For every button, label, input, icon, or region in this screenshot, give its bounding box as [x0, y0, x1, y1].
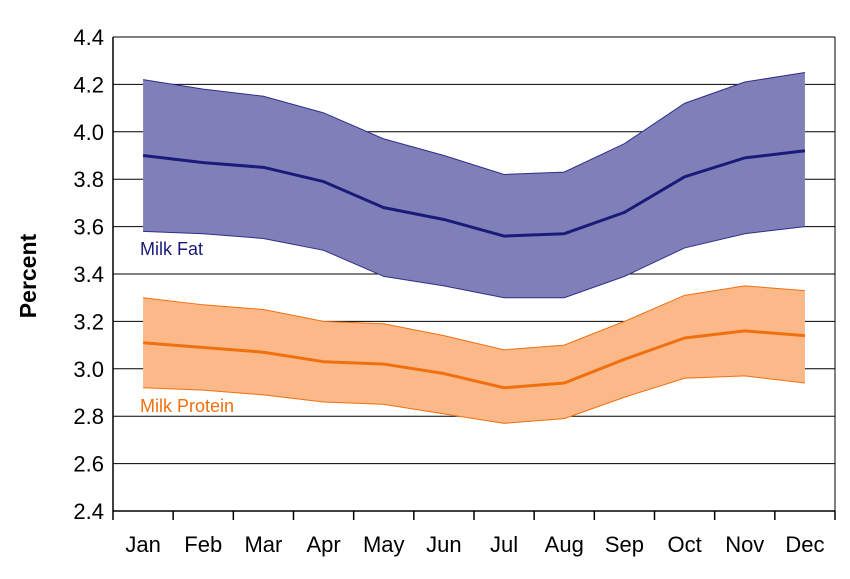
y-tick-3.0: 3.0 — [73, 357, 104, 382]
band-lower-edge-0 — [143, 226, 805, 299]
x-tick-labels: Jan Feb Mar Apr May Jun Jul Aug Sep Oct Nov Dec — [125, 532, 824, 557]
y-tick-3.6: 3.6 — [73, 215, 104, 240]
x-tick-Nov: Nov — [725, 532, 764, 557]
y-tick-3.2: 3.2 — [73, 309, 104, 334]
y-tick-labels: 2.4 2.6 2.8 3.0 3.2 3.4 3.6 3.8 4.0 4.2 4.4 — [73, 25, 104, 524]
x-tick-Oct: Oct — [667, 532, 701, 557]
milk-protein-series-label: Milk Protein — [140, 396, 234, 416]
band-upper-edge-0 — [143, 72, 805, 175]
mean-lines — [142, 149, 806, 390]
milk-fat-series-label: Milk Fat — [140, 239, 203, 259]
y-tick-3.8: 3.8 — [73, 167, 104, 192]
y-tick-4.0: 4.0 — [73, 120, 104, 145]
y-tick-2.8: 2.8 — [73, 404, 104, 429]
y-tick-3.4: 3.4 — [73, 262, 104, 287]
y-axis-title: Percent — [15, 233, 41, 318]
x-tick-Jul: Jul — [490, 532, 518, 557]
y-tick-2.4: 2.4 — [73, 499, 104, 524]
axes — [112, 37, 836, 520]
x-tick-Dec: Dec — [785, 532, 824, 557]
band-lower-edge-1 — [143, 375, 805, 424]
band-upper-edge-1 — [143, 285, 805, 351]
x-tick-Sep: Sep — [605, 532, 644, 557]
band-1 — [143, 285, 805, 424]
x-tick-Jun: Jun — [426, 532, 461, 557]
x-tick-Feb: Feb — [184, 532, 222, 557]
y-tick-2.6: 2.6 — [73, 452, 104, 477]
mean-line-1 — [142, 329, 806, 390]
y-tick-4.4: 4.4 — [73, 25, 104, 50]
x-tick-Apr: Apr — [306, 532, 340, 557]
mean-line-0 — [142, 149, 806, 238]
confidence-bands — [143, 72, 805, 424]
y-tick-4.2: 4.2 — [73, 72, 104, 97]
x-tick-Mar: Mar — [244, 532, 282, 557]
band-0 — [143, 72, 805, 298]
x-tick-Jan: Jan — [125, 532, 160, 557]
x-tick-Aug: Aug — [545, 532, 584, 557]
x-tick-May: May — [363, 532, 405, 557]
